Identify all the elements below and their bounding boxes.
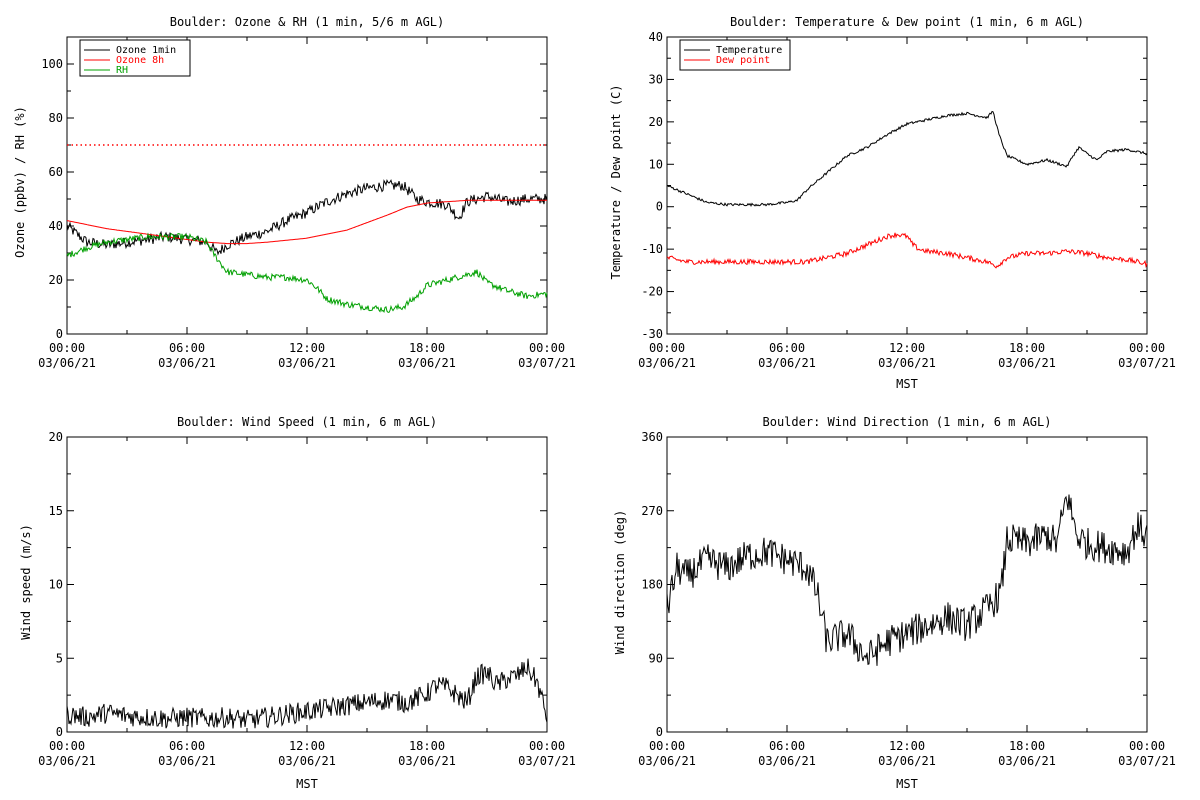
- y-tick-label: 80: [49, 111, 63, 125]
- x-tick-date-label: 03/06/21: [638, 356, 696, 370]
- legend-label: Temperature: [716, 45, 782, 56]
- plot-frame: [666, 436, 1148, 733]
- x-tick-date-label: 03/06/21: [38, 754, 96, 768]
- x-tick-label: 00:00: [529, 739, 565, 753]
- y-tick-label: 0: [56, 725, 63, 739]
- x-tick-date-label: 03/06/21: [878, 754, 936, 768]
- x-tick-label: 06:00: [769, 341, 805, 355]
- x-tick-date-label: 03/06/21: [758, 754, 816, 768]
- x-axis-label: MST: [896, 777, 918, 791]
- x-tick-date-label: 03/06/21: [398, 754, 456, 768]
- y-tick-label: 10: [49, 578, 63, 592]
- chart-title: Boulder: Temperature & Dew point (1 min,…: [730, 15, 1084, 29]
- legend-label: Dew point: [716, 55, 770, 66]
- x-tick-date-label: 03/07/21: [518, 754, 576, 768]
- x-tick-label: 00:00: [1129, 739, 1165, 753]
- x-tick-label: 12:00: [289, 739, 325, 753]
- y-axis-label: Temperature / Dew point (C): [609, 84, 623, 279]
- x-tick-date-label: 03/06/21: [158, 754, 216, 768]
- x-tick-label: 18:00: [409, 341, 445, 355]
- series-line-1: [66, 658, 548, 729]
- x-tick-label: 18:00: [409, 739, 445, 753]
- legend-label: Ozone 8h: [116, 55, 164, 66]
- y-tick-label: -30: [641, 327, 663, 341]
- x-tick-label: 06:00: [769, 739, 805, 753]
- x-axis-label: MST: [896, 377, 918, 391]
- ozone-rh-chart: Boulder: Ozone & RH (1 min, 5/6 m AGL) O…: [13, 15, 576, 370]
- y-axis-label: Wind speed (m/s): [19, 524, 33, 640]
- x-axis-label: MST: [296, 777, 318, 791]
- y-tick-label: 60: [49, 165, 63, 179]
- x-tick-date-label: 03/07/21: [1118, 356, 1176, 370]
- x-tick-date-label: 03/06/21: [398, 356, 456, 370]
- x-tick-label: 12:00: [289, 341, 325, 355]
- y-tick-label: 180: [641, 578, 663, 592]
- x-tick-label: 18:00: [1009, 341, 1045, 355]
- x-tick-date-label: 03/06/21: [758, 356, 816, 370]
- plot-frame: [666, 36, 1148, 335]
- y-axis-label: Wind direction (deg): [613, 510, 627, 655]
- x-tick-label: 00:00: [1129, 341, 1165, 355]
- x-tick-date-label: 03/06/21: [638, 754, 696, 768]
- y-tick-label: 0: [56, 327, 63, 341]
- x-tick-label: 12:00: [889, 341, 925, 355]
- x-tick-date-label: 03/06/21: [38, 356, 96, 370]
- series-line-3: [66, 232, 548, 313]
- chart-title: Boulder: Wind Speed (1 min, 6 m AGL): [177, 415, 437, 429]
- x-tick-label: 00:00: [649, 341, 685, 355]
- legend-label: Ozone 1min: [116, 45, 176, 56]
- y-tick-label: 10: [649, 157, 663, 171]
- y-tick-label: 5: [56, 651, 63, 665]
- y-tick-label: 20: [49, 430, 63, 444]
- y-tick-label: 0: [656, 725, 663, 739]
- series-line-2: [66, 199, 547, 245]
- y-tick-label: 90: [649, 651, 663, 665]
- x-tick-date-label: 03/06/21: [278, 356, 336, 370]
- x-tick-label: 00:00: [49, 341, 85, 355]
- y-tick-label: 40: [49, 219, 63, 233]
- x-tick-label: 00:00: [649, 739, 685, 753]
- series-line-1: [666, 110, 1148, 208]
- series-line-2: [666, 232, 1148, 269]
- x-tick-label: 00:00: [529, 341, 565, 355]
- x-tick-date-label: 03/07/21: [1118, 754, 1176, 768]
- x-tick-date-label: 03/06/21: [158, 356, 216, 370]
- x-tick-date-label: 03/06/21: [278, 754, 336, 768]
- y-tick-label: 100: [41, 57, 63, 71]
- temperature-dewpoint-chart: Boulder: Temperature & Dew point (1 min,…: [609, 15, 1176, 391]
- x-tick-date-label: 03/06/21: [878, 356, 936, 370]
- y-tick-label: -10: [641, 242, 663, 256]
- x-tick-date-label: 03/06/21: [998, 356, 1056, 370]
- y-tick-label: 0: [656, 200, 663, 214]
- y-tick-label: 20: [49, 273, 63, 287]
- plot-frame: [66, 36, 548, 335]
- y-tick-label: 15: [49, 504, 63, 518]
- y-axis-label: Ozone (ppbv) / RH (%): [13, 106, 27, 258]
- y-tick-label: 40: [649, 30, 663, 44]
- chart-title: Boulder: Ozone & RH (1 min, 5/6 m AGL): [170, 15, 445, 29]
- legend-box: [679, 39, 791, 71]
- y-tick-label: 270: [641, 504, 663, 518]
- x-tick-date-label: 03/07/21: [518, 356, 576, 370]
- legend-label: RH: [116, 65, 128, 76]
- x-tick-label: 18:00: [1009, 739, 1045, 753]
- plot-frame: [66, 436, 548, 733]
- y-tick-label: -20: [641, 285, 663, 299]
- series-line-1: [666, 494, 1148, 666]
- y-tick-label: 20: [649, 115, 663, 129]
- y-tick-label: 30: [649, 72, 663, 86]
- series-line-1: [66, 178, 548, 256]
- y-tick-label: 360: [641, 430, 663, 444]
- wind-direction-chart: Boulder: Wind Direction (1 min, 6 m AGL)…: [613, 415, 1176, 791]
- x-tick-label: 06:00: [169, 341, 205, 355]
- x-tick-date-label: 03/06/21: [998, 754, 1056, 768]
- x-tick-label: 06:00: [169, 739, 205, 753]
- wind-speed-chart: Boulder: Wind Speed (1 min, 6 m AGL) Win…: [19, 415, 576, 791]
- x-tick-label: 12:00: [889, 739, 925, 753]
- x-tick-label: 00:00: [49, 739, 85, 753]
- chart-title: Boulder: Wind Direction (1 min, 6 m AGL): [763, 415, 1052, 429]
